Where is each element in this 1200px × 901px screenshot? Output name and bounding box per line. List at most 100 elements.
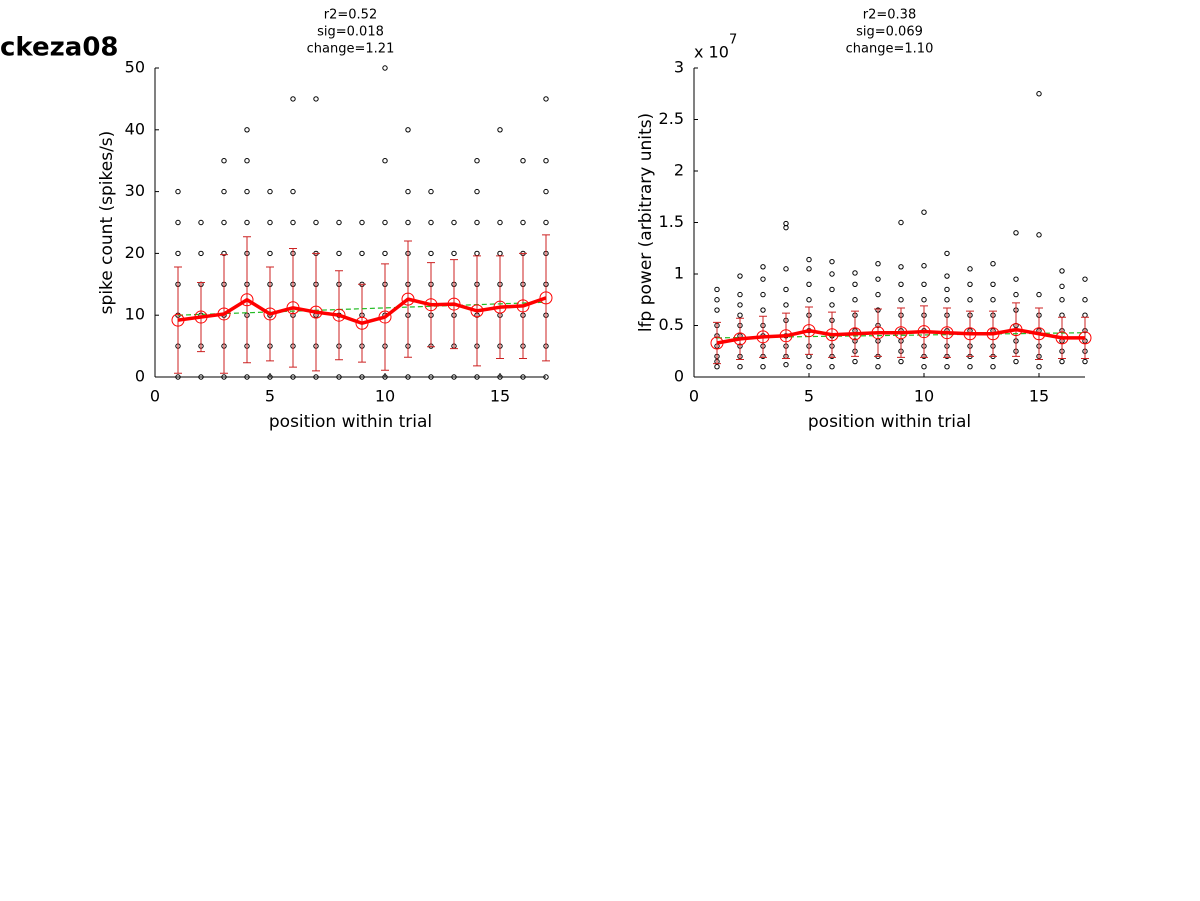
- data-point: [497, 374, 503, 380]
- mean-marker: [1055, 331, 1069, 345]
- data-point: [829, 302, 835, 308]
- data-point: [336, 219, 342, 226]
- mean-marker: [171, 313, 185, 327]
- data-point: [336, 374, 342, 380]
- data-point: [1082, 276, 1088, 282]
- mean-marker: [940, 326, 954, 340]
- y-multiplier-exponent: 7: [729, 33, 737, 48]
- chart-title: sig=0.069: [856, 25, 923, 40]
- fit-line: [177, 301, 547, 316]
- data-point: [359, 374, 365, 380]
- mean-marker: [963, 327, 977, 341]
- data-point: [783, 266, 789, 272]
- data-point: [405, 188, 411, 195]
- data-point: [1013, 276, 1019, 282]
- data-point: [451, 374, 457, 380]
- data-point: [806, 281, 812, 287]
- data-point: [967, 266, 973, 272]
- data-point: [1036, 291, 1042, 298]
- data-point: [944, 286, 950, 293]
- data-point: [382, 158, 388, 164]
- data-point: [760, 307, 766, 313]
- data-point: [737, 364, 743, 370]
- y-tick-label: 0.5: [659, 315, 684, 334]
- data-point: [944, 273, 950, 279]
- mean-marker: [1078, 331, 1092, 345]
- data-point: [783, 286, 789, 293]
- data-point: [543, 219, 549, 226]
- data-point: [244, 127, 250, 133]
- data-point: [290, 219, 296, 226]
- x-tick-label: 0: [689, 387, 699, 406]
- mean-marker: [894, 326, 908, 340]
- x-tick-label: 15: [490, 387, 510, 406]
- y-tick-label: 0: [135, 367, 145, 386]
- mean-line: [716, 327, 1085, 345]
- data-point: [198, 219, 204, 226]
- chart-title: r2=0.38: [863, 8, 916, 23]
- y-axis-label: lfp power (arbitrary units): [636, 113, 656, 332]
- y-tick-label: 0: [674, 367, 684, 386]
- data-point: [1082, 312, 1088, 318]
- mean-marker: [355, 316, 369, 330]
- mean-marker: [378, 310, 392, 324]
- x-tick-label: 10: [375, 387, 395, 406]
- mean-marker: [493, 300, 507, 314]
- data-point: [221, 374, 227, 380]
- data-point: [898, 297, 904, 303]
- mean-marker: [1009, 323, 1023, 337]
- mean-marker: [309, 305, 323, 319]
- data-point: [543, 374, 549, 380]
- data-point: [714, 297, 720, 303]
- data-point: [290, 374, 296, 380]
- mean-marker: [470, 304, 484, 318]
- mean-marker: [424, 298, 438, 312]
- data-point: [244, 188, 250, 195]
- y-tick-label: 20: [125, 243, 145, 262]
- data-point: [1013, 358, 1019, 365]
- data-point: [921, 263, 927, 269]
- data-point: [198, 374, 204, 380]
- data-point: [898, 219, 904, 226]
- data-point: [244, 374, 250, 380]
- data-point: [382, 374, 388, 380]
- data-point: [990, 281, 996, 287]
- data-point: [921, 297, 927, 303]
- data-point: [990, 261, 996, 267]
- data-point: [875, 364, 881, 370]
- mean-marker: [516, 299, 530, 313]
- data-point: [852, 281, 858, 287]
- data-point: [1013, 291, 1019, 298]
- data-point: [898, 264, 904, 270]
- data-point: [783, 220, 789, 227]
- mean-marker: [710, 336, 724, 350]
- data-point: [520, 374, 526, 380]
- chart-title: sig=0.018: [317, 25, 384, 40]
- y-tick-label: 2.5: [659, 109, 684, 128]
- data-point: [1059, 358, 1065, 365]
- data-point: [783, 302, 789, 308]
- mean-marker: [825, 328, 839, 342]
- data-point: [1082, 297, 1088, 303]
- data-point: [967, 281, 973, 287]
- data-point: [829, 271, 835, 277]
- data-point: [474, 374, 480, 380]
- data-point: [244, 158, 250, 164]
- mean-marker: [539, 291, 553, 305]
- mean-marker: [217, 307, 231, 321]
- data-point: [898, 281, 904, 287]
- data-point: [875, 276, 881, 282]
- data-point: [852, 297, 858, 303]
- data-point: [382, 219, 388, 226]
- data-point: [944, 250, 950, 257]
- data-point: [267, 374, 273, 380]
- mean-line: [177, 296, 547, 325]
- mean-marker: [986, 327, 1000, 341]
- data-point: [543, 188, 549, 195]
- mean-marker: [733, 332, 747, 346]
- y-tick-label: 10: [125, 305, 145, 324]
- data-point: [520, 158, 526, 164]
- data-point: [497, 219, 503, 226]
- data-point: [290, 96, 296, 102]
